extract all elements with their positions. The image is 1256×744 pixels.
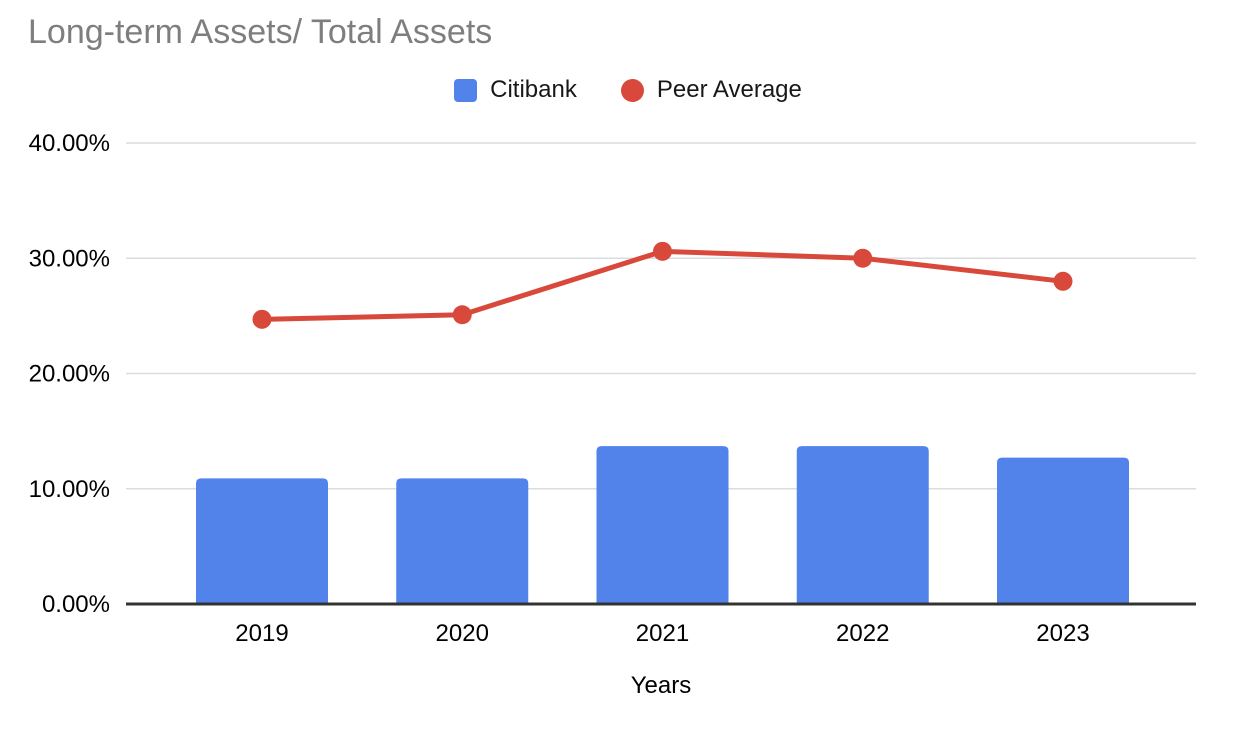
x-tick-label-2019: 2019: [235, 620, 288, 647]
bar-citibank-2022[interactable]: [796, 446, 929, 604]
bar-citibank-2023[interactable]: [997, 457, 1129, 604]
point-peer-average-2020[interactable]: [452, 305, 472, 325]
legend-item-citibank[interactable]: Citibank: [454, 76, 577, 104]
bar-citibank-2021[interactable]: [596, 446, 729, 604]
point-peer-average-2019[interactable]: [252, 309, 272, 329]
y-tick-label-30: 30.00%: [29, 245, 110, 272]
legend-label-citibank: Citibank: [490, 76, 577, 103]
y-tick-label-20: 20.00%: [29, 361, 110, 388]
y-tick-label-40: 40.00%: [29, 130, 110, 157]
chart-title: Long-term Assets/ Total Assets: [28, 13, 493, 51]
peer-average-series-swatch-icon: [620, 78, 644, 102]
legend: Citibank Peer Average: [0, 76, 1256, 104]
peer-average-line: [259, 248, 1066, 322]
y-tick-label-10: 10.00%: [29, 476, 110, 503]
bar-citibank-2019[interactable]: [196, 478, 328, 604]
bar-citibank-2020[interactable]: [396, 478, 529, 604]
x-tick-label-2022: 2022: [836, 620, 889, 647]
legend-item-peer-average[interactable]: Peer Average: [620, 76, 802, 104]
point-peer-average-2023[interactable]: [1053, 271, 1073, 291]
point-peer-average-2022[interactable]: [853, 248, 873, 268]
y-tick-label-0: 0.00%: [42, 591, 110, 618]
legend-label-peer-average: Peer Average: [656, 76, 802, 103]
citibank-series-swatch-icon: [454, 78, 478, 102]
x-tick-label-2023: 2023: [1036, 620, 1089, 647]
point-peer-average-2021[interactable]: [653, 241, 672, 261]
x-axis-title: Years: [630, 672, 692, 699]
x-tick-label-2021: 2021: [636, 620, 689, 647]
x-tick-label-2020: 2020: [436, 620, 489, 647]
